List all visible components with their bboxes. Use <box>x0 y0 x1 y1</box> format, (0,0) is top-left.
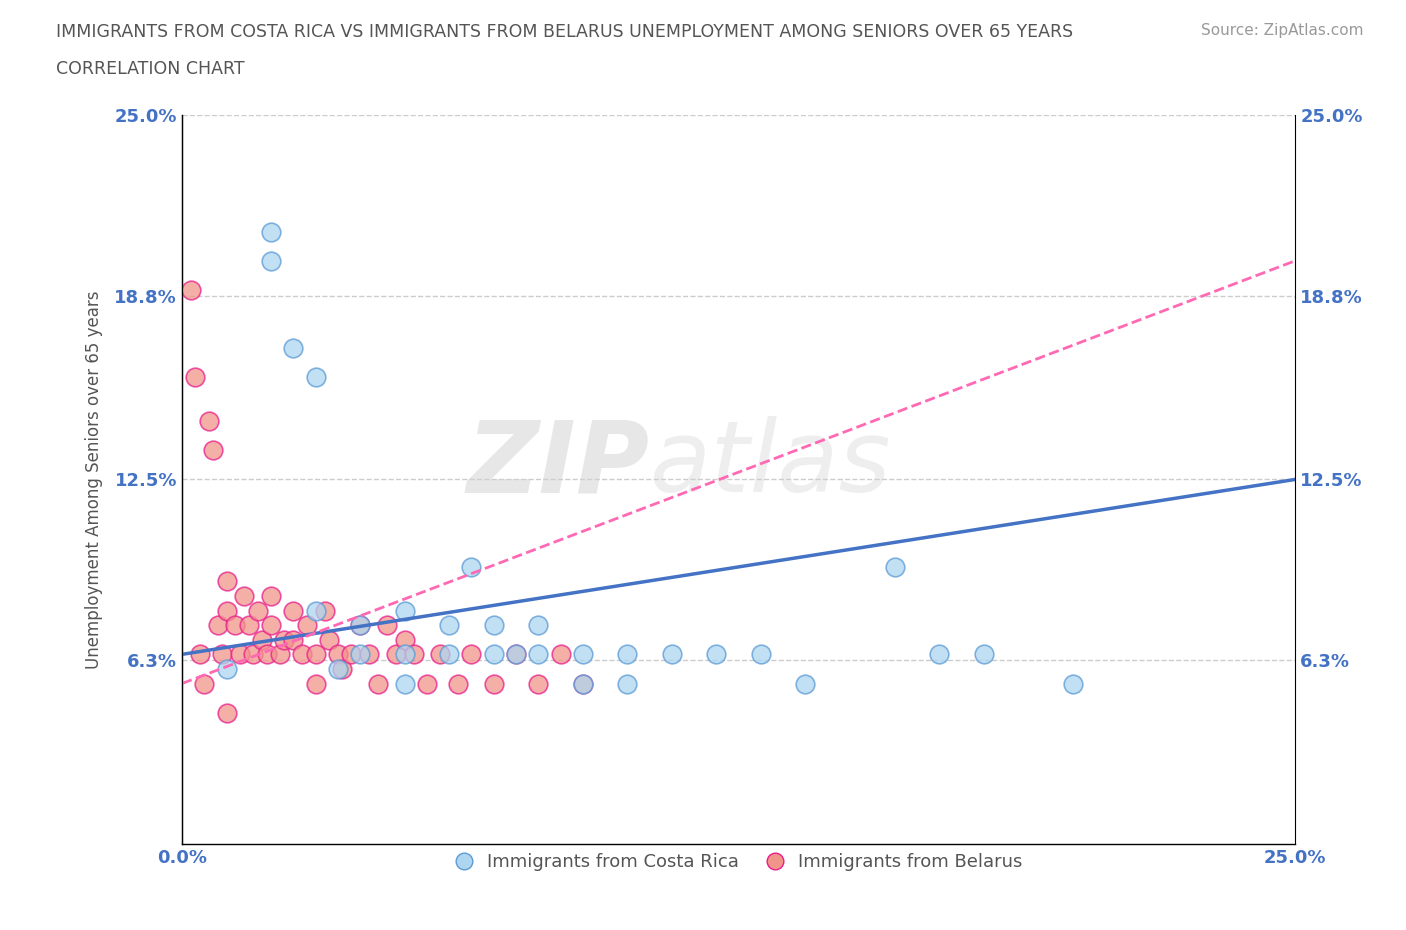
Point <box>367 676 389 691</box>
Point <box>505 647 527 662</box>
Point <box>283 604 305 618</box>
Point <box>246 604 269 618</box>
Point <box>207 618 229 632</box>
Point <box>229 647 252 662</box>
Point <box>1062 676 1084 691</box>
Point <box>482 647 505 662</box>
Point <box>482 676 505 691</box>
Point <box>394 604 416 618</box>
Point <box>215 574 238 589</box>
Point <box>188 647 211 662</box>
Point <box>233 589 256 604</box>
Point <box>928 647 950 662</box>
Point <box>572 676 595 691</box>
Point <box>349 618 371 632</box>
Point <box>527 676 550 691</box>
Point <box>180 283 202 298</box>
Point <box>794 676 817 691</box>
Point <box>215 604 238 618</box>
Point <box>394 647 416 662</box>
Point <box>482 618 505 632</box>
Legend: Immigrants from Costa Rica, Immigrants from Belarus: Immigrants from Costa Rica, Immigrants f… <box>447 846 1031 879</box>
Point <box>184 370 207 385</box>
Point <box>202 443 225 458</box>
Point <box>375 618 398 632</box>
Point <box>242 647 264 662</box>
Point <box>326 647 349 662</box>
Point <box>429 647 451 662</box>
Point <box>394 632 416 647</box>
Point <box>661 647 683 662</box>
Point <box>340 647 363 662</box>
Point <box>295 618 318 632</box>
Point <box>357 647 380 662</box>
Point <box>437 618 460 632</box>
Point <box>304 647 326 662</box>
Point <box>193 676 215 691</box>
Point <box>260 224 283 239</box>
Point <box>326 661 349 676</box>
Point <box>238 618 260 632</box>
Point <box>224 618 246 632</box>
Point <box>215 661 238 676</box>
Text: IMMIGRANTS FROM COSTA RICA VS IMMIGRANTS FROM BELARUS UNEMPLOYMENT AMONG SENIORS: IMMIGRANTS FROM COSTA RICA VS IMMIGRANTS… <box>56 23 1073 41</box>
Point <box>260 618 283 632</box>
Point <box>616 676 638 691</box>
Point <box>706 647 728 662</box>
Point <box>291 647 314 662</box>
Point <box>304 370 326 385</box>
Text: atlas: atlas <box>650 417 891 513</box>
Point <box>460 560 482 575</box>
Point <box>749 647 772 662</box>
Y-axis label: Unemployment Among Seniors over 65 years: Unemployment Among Seniors over 65 years <box>86 290 103 669</box>
Point <box>269 647 291 662</box>
Point <box>197 414 219 429</box>
Text: CORRELATION CHART: CORRELATION CHART <box>56 60 245 78</box>
Point <box>460 647 482 662</box>
Point <box>273 632 295 647</box>
Point <box>527 647 550 662</box>
Text: ZIP: ZIP <box>467 417 650 513</box>
Point <box>330 661 353 676</box>
Point <box>349 647 371 662</box>
Point <box>318 632 340 647</box>
Point <box>283 632 305 647</box>
Point <box>572 647 595 662</box>
Point <box>283 340 305 355</box>
Point <box>314 604 336 618</box>
Point <box>260 589 283 604</box>
Point <box>505 647 527 662</box>
Point <box>437 647 460 662</box>
Point <box>883 560 905 575</box>
Point <box>215 705 238 720</box>
Point <box>260 253 283 268</box>
Point <box>402 647 425 662</box>
Point <box>256 647 278 662</box>
Point <box>384 647 406 662</box>
Point <box>394 676 416 691</box>
Point <box>616 647 638 662</box>
Point <box>211 647 233 662</box>
Point <box>416 676 439 691</box>
Point <box>304 676 326 691</box>
Point <box>550 647 572 662</box>
Point <box>973 647 995 662</box>
Text: Source: ZipAtlas.com: Source: ZipAtlas.com <box>1201 23 1364 38</box>
Point <box>572 676 595 691</box>
Point <box>304 604 326 618</box>
Point <box>527 618 550 632</box>
Point <box>447 676 470 691</box>
Point <box>250 632 273 647</box>
Point <box>349 618 371 632</box>
